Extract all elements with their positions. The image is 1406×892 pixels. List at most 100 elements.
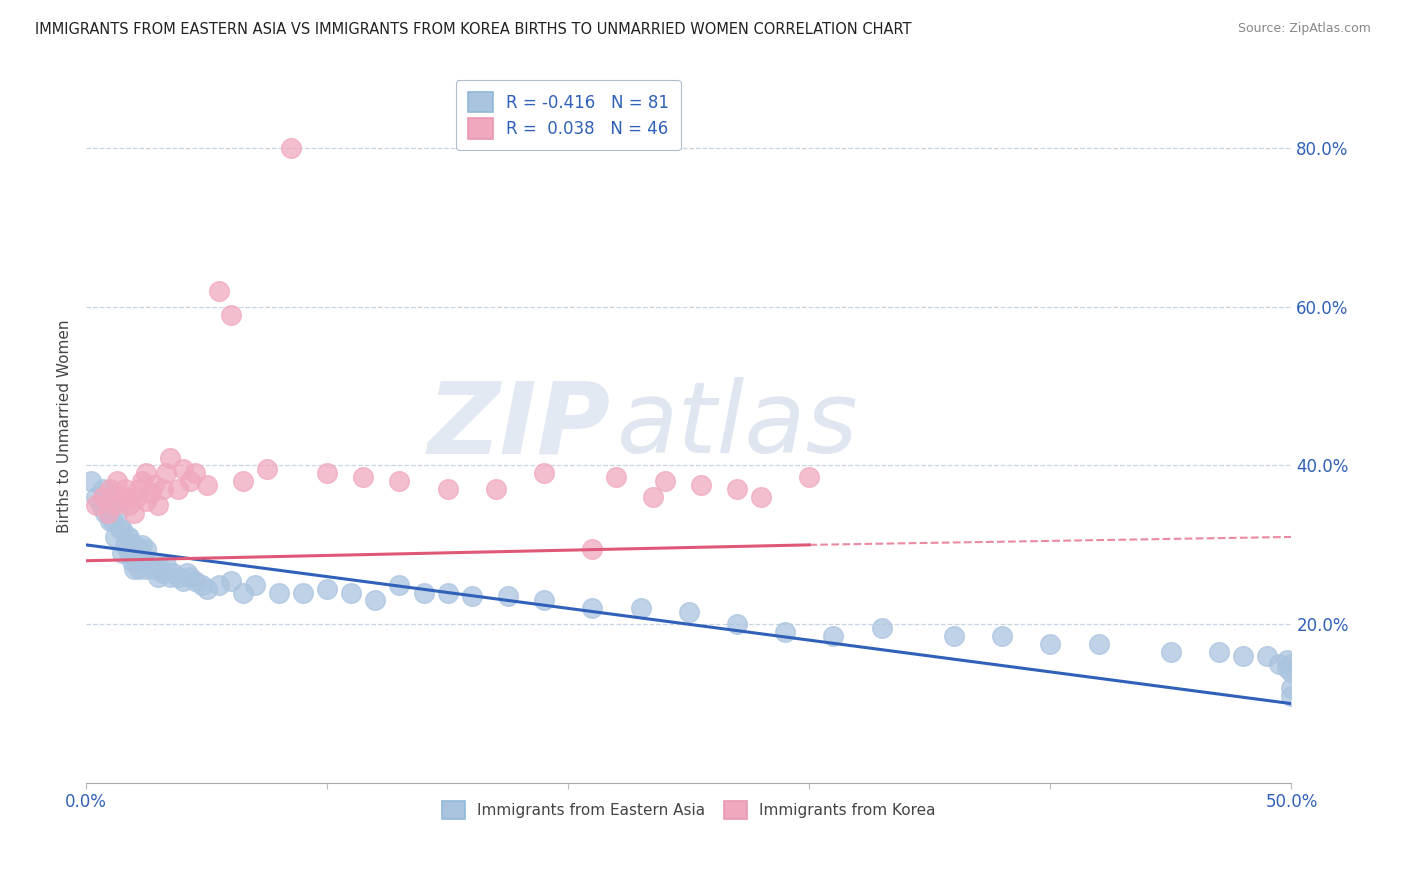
Point: [107, 475, 129, 489]
Text: Source: ZipAtlas.com: Source: ZipAtlas.com: [1237, 22, 1371, 36]
Point: [128, 562, 150, 576]
Point: [436, 585, 458, 599]
Point: [1087, 637, 1109, 651]
Point: [98, 514, 121, 528]
Point: [280, 141, 302, 155]
Point: [172, 462, 194, 476]
Point: [155, 558, 177, 572]
Point: [98, 483, 121, 497]
Point: [605, 470, 627, 484]
Point: [141, 486, 163, 500]
Point: [172, 574, 194, 588]
Point: [208, 577, 231, 591]
Point: [124, 562, 146, 576]
Point: [94, 506, 117, 520]
Point: [101, 514, 124, 528]
Point: [115, 530, 138, 544]
Point: [159, 450, 181, 465]
Point: [316, 582, 339, 596]
Point: [581, 601, 603, 615]
Point: [131, 538, 153, 552]
Point: [179, 569, 201, 583]
Point: [125, 554, 148, 568]
Point: [152, 566, 174, 580]
Point: [1281, 665, 1303, 679]
Point: [1275, 653, 1298, 667]
Point: [364, 593, 387, 607]
Point: [1160, 645, 1182, 659]
Point: [121, 554, 143, 568]
Point: [166, 569, 188, 583]
Point: [352, 470, 374, 484]
Point: [141, 554, 163, 568]
Point: [232, 475, 254, 489]
Point: [533, 467, 555, 481]
Point: [114, 483, 136, 497]
Point: [191, 577, 214, 591]
Point: [128, 541, 150, 556]
Point: [749, 490, 772, 504]
Point: [80, 475, 103, 489]
Point: [84, 498, 107, 512]
Point: [118, 530, 141, 544]
Text: IMMIGRANTS FROM EASTERN ASIA VS IMMIGRANTS FROM KOREA BIRTHS TO UNMARRIED WOMEN : IMMIGRANTS FROM EASTERN ASIA VS IMMIGRAN…: [35, 22, 911, 37]
Point: [149, 562, 172, 576]
Point: [485, 483, 508, 497]
Point: [942, 629, 965, 643]
Point: [91, 490, 114, 504]
Point: [678, 605, 700, 619]
Point: [84, 490, 107, 504]
Point: [243, 577, 266, 591]
Point: [97, 506, 120, 520]
Point: [630, 601, 652, 615]
Point: [111, 546, 134, 560]
Point: [111, 522, 134, 536]
Point: [142, 562, 165, 576]
Point: [91, 483, 114, 497]
Point: [219, 574, 242, 588]
Point: [142, 478, 165, 492]
Point: [148, 498, 170, 512]
Point: [533, 593, 555, 607]
Point: [1256, 648, 1278, 663]
Point: [135, 541, 157, 556]
Point: [125, 490, 148, 504]
Point: [97, 490, 120, 504]
Point: [155, 467, 177, 481]
Point: [412, 585, 434, 599]
Point: [104, 530, 127, 544]
Point: [340, 585, 363, 599]
Point: [183, 467, 205, 481]
Point: [115, 490, 138, 504]
Point: [131, 475, 153, 489]
Point: [208, 284, 231, 298]
Point: [689, 478, 711, 492]
Point: [316, 467, 339, 481]
Y-axis label: Births to Unmarried Women: Births to Unmarried Women: [58, 319, 72, 533]
Point: [232, 585, 254, 599]
Point: [581, 541, 603, 556]
Point: [135, 562, 157, 576]
Point: [124, 506, 146, 520]
Point: [1208, 645, 1230, 659]
Point: [725, 483, 748, 497]
Point: [195, 478, 218, 492]
Point: [388, 475, 411, 489]
Point: [1275, 661, 1298, 675]
Point: [725, 617, 748, 632]
Point: [1281, 657, 1303, 671]
Point: [1232, 648, 1254, 663]
Point: [128, 483, 150, 497]
Text: ZIP: ZIP: [427, 377, 610, 475]
Point: [1268, 657, 1291, 671]
Point: [135, 467, 157, 481]
Point: [148, 569, 170, 583]
Point: [179, 475, 201, 489]
Point: [496, 590, 519, 604]
Point: [267, 585, 290, 599]
Point: [461, 590, 484, 604]
Point: [195, 582, 218, 596]
Text: atlas: atlas: [616, 377, 858, 475]
Point: [138, 558, 160, 572]
Point: [256, 462, 278, 476]
